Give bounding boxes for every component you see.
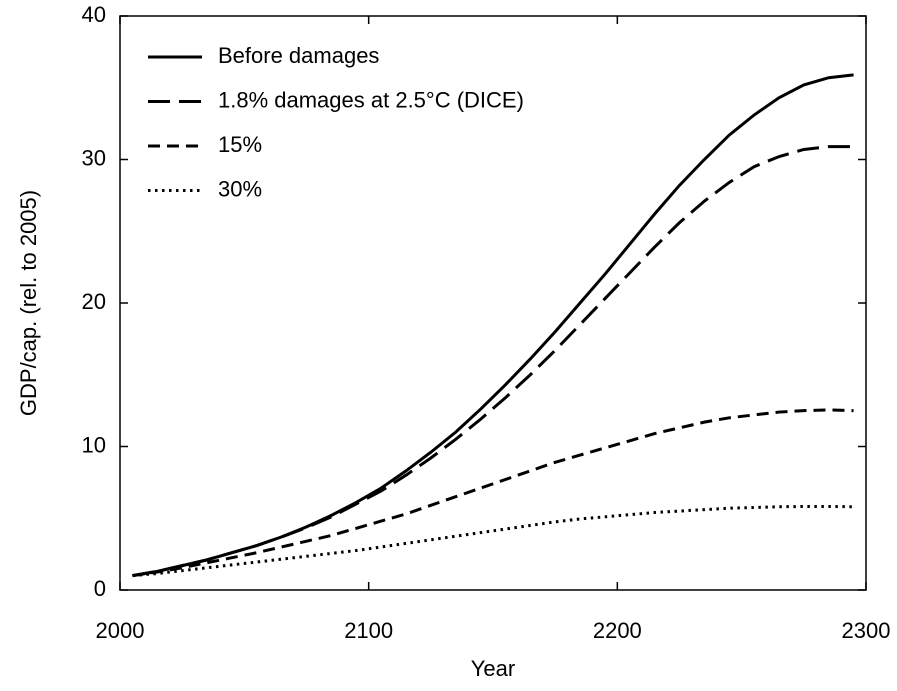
x-tick-label: 2000 [96, 618, 145, 643]
y-tick-label: 0 [94, 576, 106, 601]
series-line [132, 408, 854, 578]
legend-label: 15% [218, 132, 262, 157]
x-tick-label: 2200 [593, 618, 642, 643]
y-axis-label: GDP/cap. (rel. to 2005) [16, 190, 41, 416]
y-tick-label: 30 [82, 145, 106, 170]
x-axis-label: Year [471, 656, 515, 681]
x-tick-label: 2100 [344, 618, 393, 643]
x-tick-label: 2300 [842, 618, 891, 643]
legend-label: Before damages [218, 43, 379, 68]
series-line [132, 145, 854, 578]
series-line [132, 73, 854, 578]
y-tick-label: 20 [82, 289, 106, 314]
y-tick-label: 40 [82, 2, 106, 27]
series-line [132, 504, 854, 578]
legend-label: 30% [218, 176, 262, 201]
legend-label: 1.8% damages at 2.5°C (DICE) [218, 87, 524, 112]
y-tick-label: 10 [82, 432, 106, 457]
